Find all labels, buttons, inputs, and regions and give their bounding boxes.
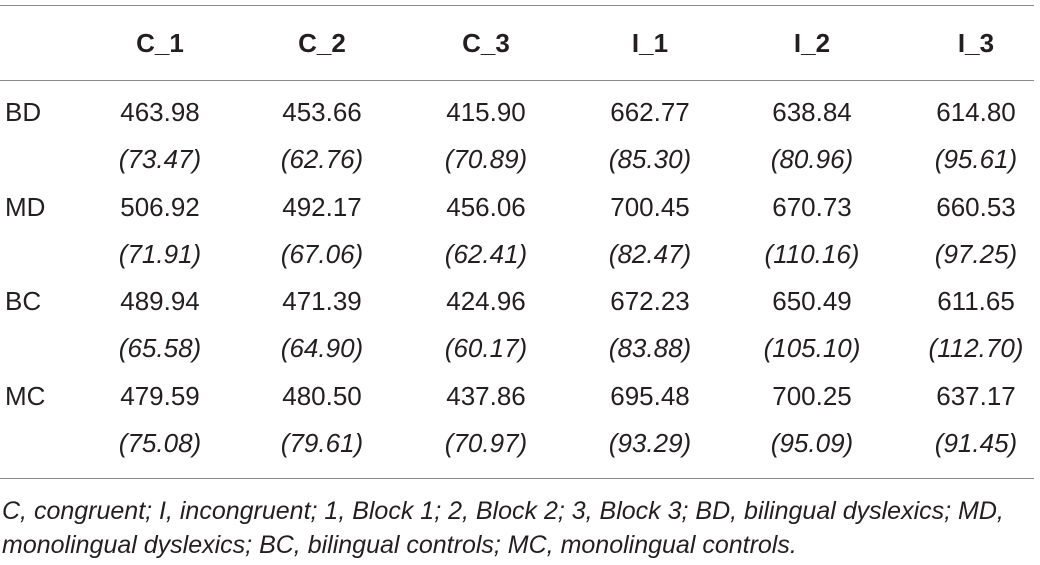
mean-value: 638.84	[772, 97, 852, 127]
sd-value: (105.10)	[763, 333, 861, 363]
sd-value: (95.09)	[770, 427, 854, 458]
sd-value: (70.97)	[444, 427, 528, 458]
mean-value: 660.53	[936, 191, 1016, 222]
row-label: BC	[5, 286, 42, 316]
sd-value: (60.17)	[444, 333, 528, 363]
mean-value: 614.80	[936, 97, 1016, 127]
mean-value: 611.65	[937, 286, 1015, 316]
mean-value: 415.90	[446, 97, 526, 127]
mean-value: 700.25	[772, 380, 852, 411]
mean-value: 637.17	[936, 380, 1016, 411]
sd-value: (112.70)	[928, 333, 1024, 363]
sd-value: (83.88)	[608, 333, 692, 363]
mean-value: 453.66	[282, 97, 362, 127]
footnote: C, congruent; I, incongruent; 1, Block 1…	[2, 497, 1004, 559]
mean-value: 695.48	[610, 380, 690, 411]
sd-value: (82.47)	[608, 238, 692, 269]
sd-value: (110.16)	[764, 238, 860, 269]
sd-value: (64.90)	[280, 333, 364, 363]
sd-value: (65.58)	[118, 333, 202, 363]
column-header: C_1	[136, 28, 184, 58]
mean-value: 479.59	[120, 380, 200, 411]
mean-value: 489.94	[120, 286, 200, 316]
mean-value: 700.45	[610, 191, 690, 222]
sd-value: (85.30)	[608, 144, 692, 174]
mean-value: 480.50	[282, 380, 362, 411]
sd-value: (93.29)	[608, 427, 692, 458]
sd-value: (79.61)	[280, 427, 364, 458]
bottom-rule	[0, 478, 1034, 479]
sd-value: (62.76)	[280, 144, 364, 174]
row-label: BD	[5, 97, 42, 127]
column-header: I_2	[793, 28, 831, 58]
mean-value: 437.86	[446, 380, 526, 411]
column-header: I_3	[957, 28, 995, 58]
top-rule	[0, 5, 1034, 6]
mean-value: 492.17	[282, 191, 362, 222]
mean-value: 506.92	[120, 191, 200, 222]
sd-value: (71.91)	[118, 238, 202, 269]
column-header: C_3	[462, 28, 510, 58]
row-label: MC	[5, 380, 46, 411]
sd-value: (91.45)	[934, 427, 1018, 458]
mean-value: 463.98	[120, 97, 200, 127]
mean-value: 672.23	[610, 286, 690, 316]
sd-value: (95.61)	[934, 144, 1018, 174]
sd-value: (70.89)	[444, 144, 528, 174]
row-label: MD	[5, 191, 46, 222]
sd-value: (80.96)	[770, 144, 854, 174]
mean-value: 424.96	[446, 286, 526, 316]
mean-value: 456.06	[446, 191, 526, 222]
sd-value: (75.08)	[118, 427, 202, 458]
sd-value: (62.41)	[444, 238, 528, 269]
mean-value: 650.49	[772, 286, 852, 316]
column-header: I_1	[631, 28, 669, 58]
sd-value: (73.47)	[118, 144, 202, 174]
header-rule	[0, 80, 1034, 81]
mean-value: 670.73	[772, 191, 852, 222]
mean-value: 471.39	[282, 286, 362, 316]
sd-value: (67.06)	[280, 238, 364, 269]
column-header: C_2	[298, 28, 346, 58]
mean-value: 662.77	[610, 97, 690, 127]
sd-value: (97.25)	[934, 238, 1018, 269]
